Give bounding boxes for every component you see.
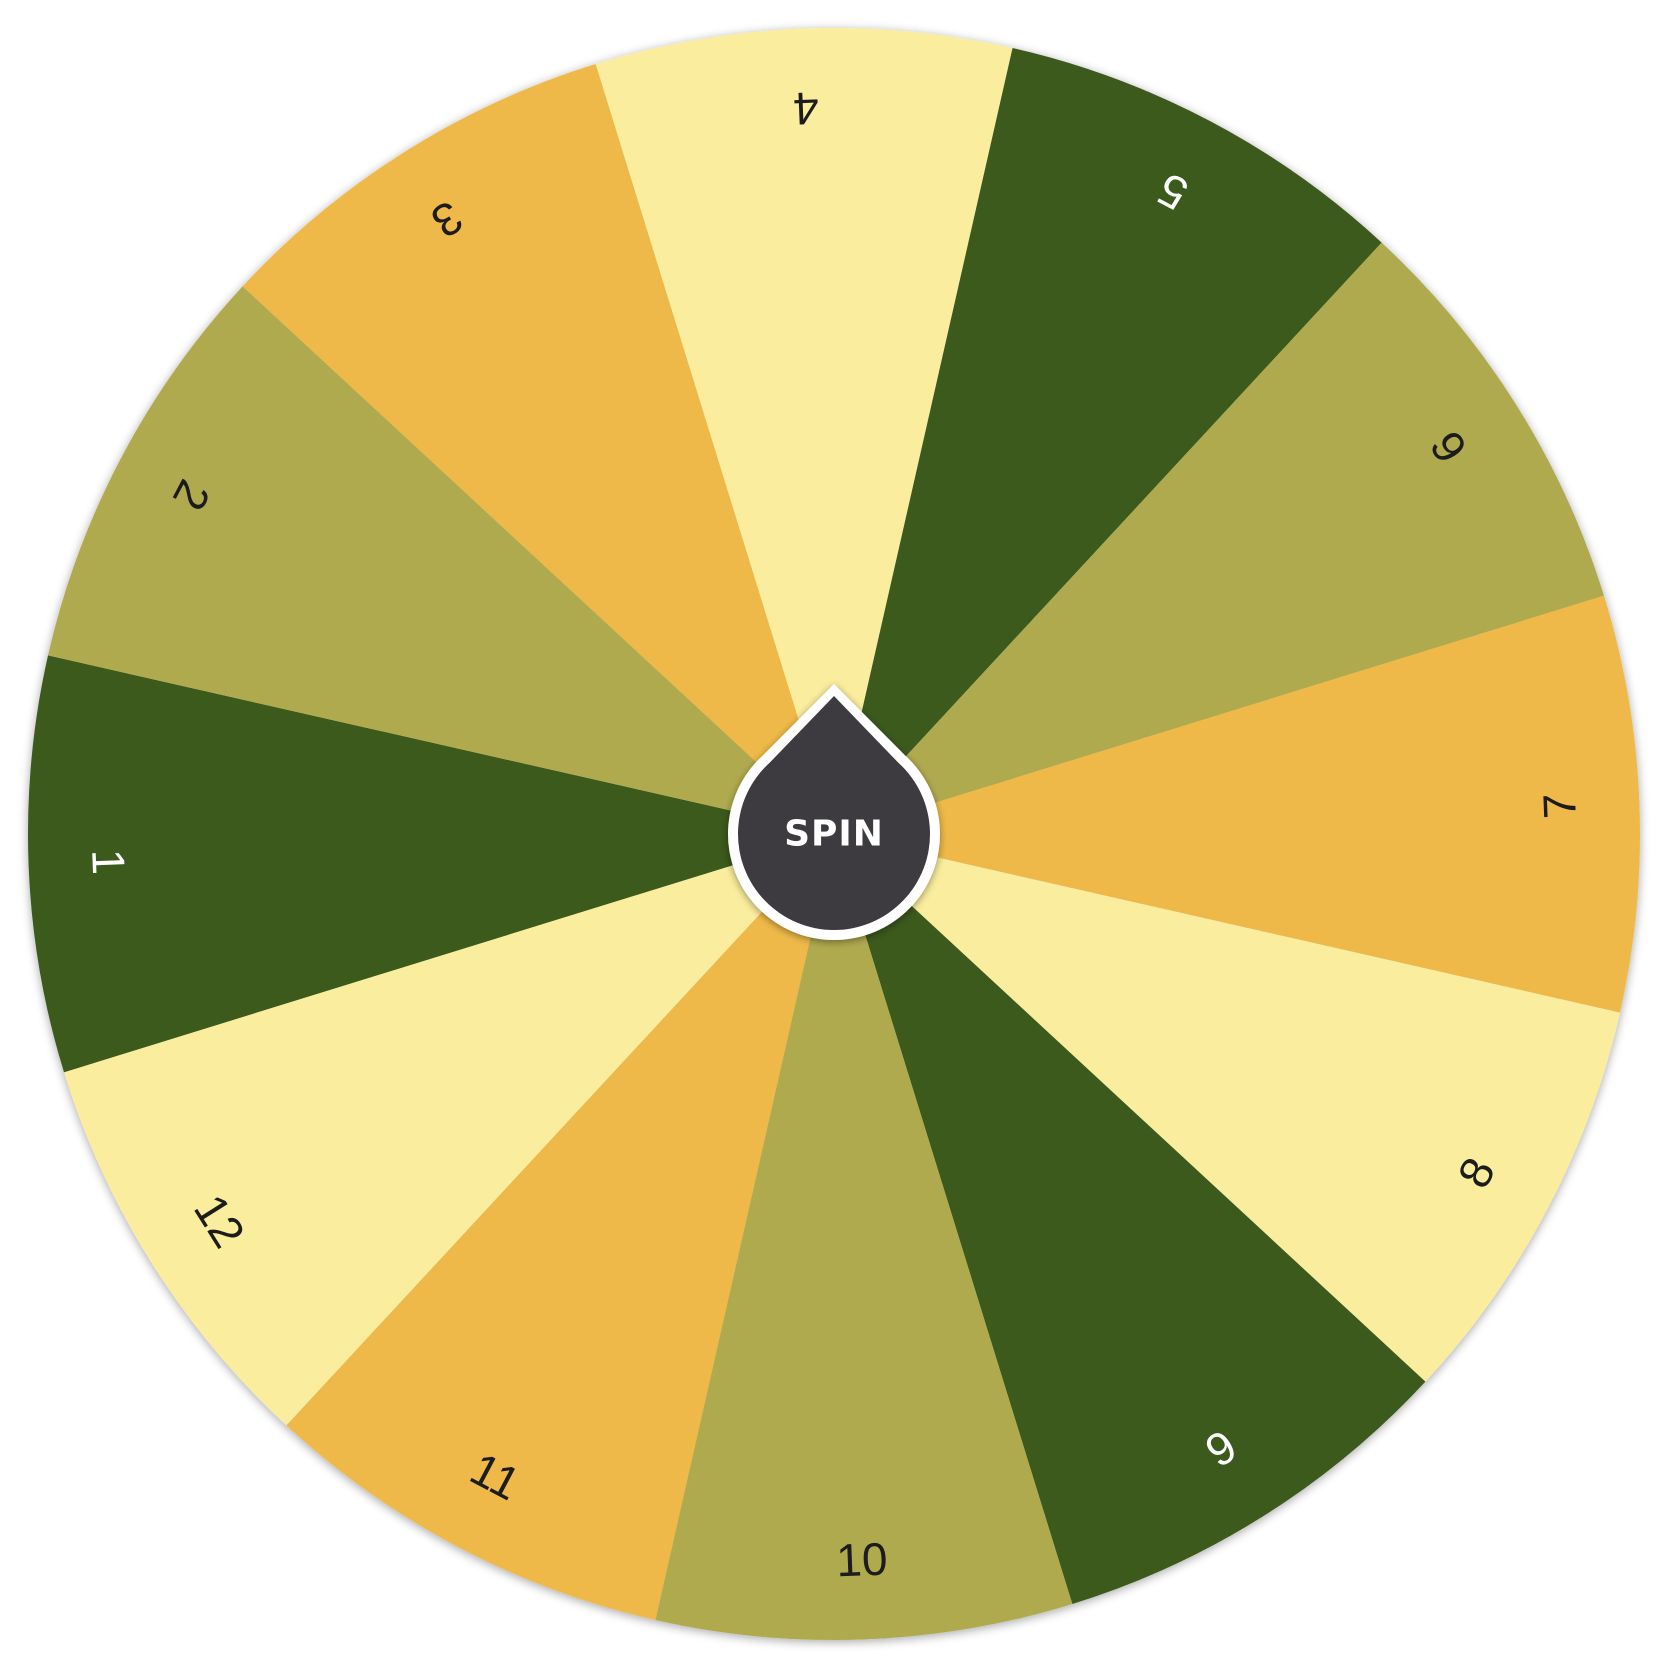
spin-button-label: SPIN [784,814,884,855]
wheel-segment-12 [64,834,835,1426]
wheel-segment-label-7: 7 [1533,792,1586,820]
wheel-segment-label-1: 1 [82,848,135,876]
wheel-segment-4 [595,28,1013,834]
wheel-segment-6 [834,242,1604,835]
wheel-segment-8 [834,834,1620,1382]
spin-button-pointer [738,696,930,930]
wheel-segment-label-10: 10 [835,1532,888,1586]
wheel-segment-2 [48,286,834,834]
wheel-segment-9 [834,834,1426,1604]
wheel-segment-1 [28,655,834,1073]
wheel-segment-11 [286,834,834,1620]
wheel-segment-3 [242,64,835,835]
wheel-segment-10 [655,834,1073,1640]
wheel-segments [28,28,1640,1640]
spin-button[interactable]: SPIN [728,684,940,941]
wheel-segment-5 [834,48,1382,834]
wheel-segment-7 [834,595,1640,1013]
wheel-segment-label-4: 4 [792,82,820,135]
